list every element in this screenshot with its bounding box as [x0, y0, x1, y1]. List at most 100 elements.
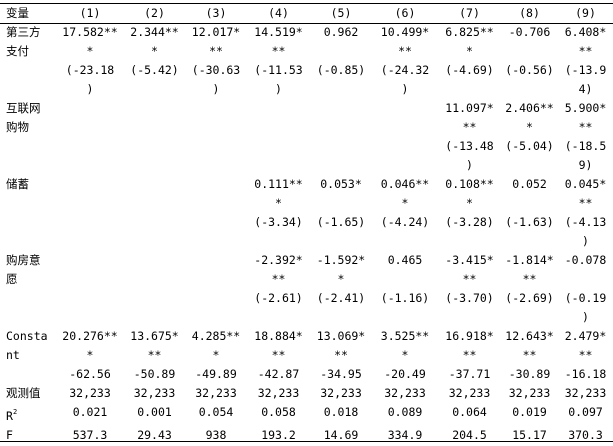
table-cell: -37.71	[448, 367, 491, 381]
table-cell: 0.052	[512, 177, 547, 191]
table-cell	[124, 99, 185, 118]
table-cell	[247, 99, 310, 118]
bottom-rule	[0, 441, 613, 442]
table-cell: 32,233	[448, 386, 491, 400]
table-cell	[372, 156, 438, 175]
table-cell: *	[212, 348, 220, 362]
column-header: (8)	[519, 6, 540, 20]
table-cell: 193.2	[261, 428, 296, 442]
table-cell: *	[86, 44, 94, 58]
row-label-third_party_payment	[0, 80, 56, 99]
table-cell: 0.097	[568, 405, 603, 419]
table-cell: (-0.56)	[505, 63, 554, 77]
table-cell: 15.17	[512, 428, 547, 442]
table-cell	[185, 175, 247, 194]
row-label-observations: 观测值	[0, 384, 56, 403]
table-cell: (-23.18	[65, 63, 115, 77]
table-cell: (-1.63)	[505, 215, 554, 229]
table-cell: -49.89	[195, 367, 237, 381]
table-cell	[124, 270, 185, 289]
table-cell	[56, 118, 124, 137]
table-cell: (-13.9	[564, 63, 607, 77]
table-cell: 2.479*	[564, 329, 607, 343]
row-label-constant: nt	[6, 348, 20, 362]
table-cell	[501, 156, 558, 175]
table-cell: **	[271, 272, 286, 286]
table-cell: 20.276**	[62, 329, 118, 343]
table-cell: 0.111**	[254, 177, 303, 191]
table-cell	[310, 80, 372, 99]
table-cell: 4.285**	[191, 329, 241, 343]
table-cell: )	[582, 234, 589, 248]
table-cell	[501, 80, 558, 99]
table-cell	[124, 118, 185, 137]
table-cell: (-2.61)	[254, 291, 303, 305]
table-cell	[185, 232, 247, 251]
table-cell	[247, 118, 310, 137]
table-cell: -0.706	[508, 25, 551, 39]
table-cell	[56, 232, 124, 251]
regression-table: 变量 (1) (2) (3) (4) (5) (6) (7) (8) (9) 第三方 17.582**…	[0, 4, 613, 445]
table-cell	[310, 42, 372, 61]
row-label-house_purchase_intention	[0, 308, 56, 327]
table-cell	[56, 270, 124, 289]
table-cell	[56, 175, 124, 194]
table-cell: **	[462, 272, 477, 286]
table-cell: 4)	[578, 82, 593, 96]
table-cell: 13.675*	[130, 329, 179, 343]
table-cell: -62.56	[69, 367, 111, 381]
table-cell: (-4.13	[564, 215, 607, 229]
column-header: (5)	[330, 6, 352, 20]
table-cell	[247, 232, 310, 251]
table-cell	[247, 156, 310, 175]
table-cell	[310, 137, 372, 156]
table-cell: -34.95	[320, 367, 362, 381]
row-label-savings	[0, 213, 56, 232]
table-cell: (-1.65)	[316, 215, 366, 229]
column-header: (2)	[144, 6, 165, 20]
table-cell: 0.054	[198, 405, 234, 419]
table-cell	[372, 232, 438, 251]
table-cell: *	[151, 44, 158, 58]
table-cell: 11.097*	[445, 101, 494, 115]
table-cell: **	[578, 196, 593, 210]
table-cell: -42.87	[257, 367, 300, 381]
column-header: (1)	[79, 6, 101, 20]
table-cell: 17.582**	[62, 25, 118, 39]
table-cell	[372, 308, 438, 327]
table-cell: *	[401, 348, 409, 362]
table-cell	[438, 80, 501, 99]
table-cell: (-4.69)	[445, 63, 494, 77]
table-cell	[247, 137, 310, 156]
row-label-house_purchase_intention: 愿	[6, 272, 18, 286]
row-savings-line: 储蓄 0.111** 0.053* 0.046** 0.108** 0.052 0.045*	[0, 175, 613, 194]
table-cell	[372, 99, 438, 118]
row-label-third_party_payment	[0, 61, 56, 80]
column-header: (4)	[268, 6, 289, 20]
table-cell: 29.43	[137, 428, 172, 442]
row-label-savings	[0, 232, 56, 251]
table-cell: 12.643*	[505, 329, 554, 343]
column-header: (3)	[205, 6, 227, 20]
row-label-constant: Consta	[6, 329, 48, 343]
table-cell	[124, 156, 185, 175]
table-cell: 32,233	[508, 386, 551, 400]
table-cell	[124, 289, 185, 308]
table-cell: **	[462, 348, 477, 362]
row-third_party_payment-line: (-23.18 (-5.42) (-30.63 (-11.53 (-0.85) (-24.…	[0, 61, 613, 80]
table-cell: (-11.53	[254, 63, 303, 77]
table-cell: 32,233	[384, 386, 426, 400]
table-cell: 32,233	[320, 386, 362, 400]
table-cell: 18.884*	[254, 329, 303, 343]
table-cell: 0.018	[323, 405, 359, 419]
table-cell: 5.900*	[564, 101, 607, 115]
table-cell	[56, 251, 124, 270]
row-third_party_payment-line: 第三方 17.582** 2.344** 12.017* 14.519* 0.962 10.…	[0, 23, 613, 42]
table-cell	[247, 308, 310, 327]
table-cell	[501, 194, 558, 213]
table-cell	[310, 99, 372, 118]
table-cell: **	[271, 348, 286, 362]
table-cell: (-0.85)	[316, 63, 366, 77]
table-cell: 32,233	[257, 386, 300, 400]
table-cell	[310, 118, 372, 137]
